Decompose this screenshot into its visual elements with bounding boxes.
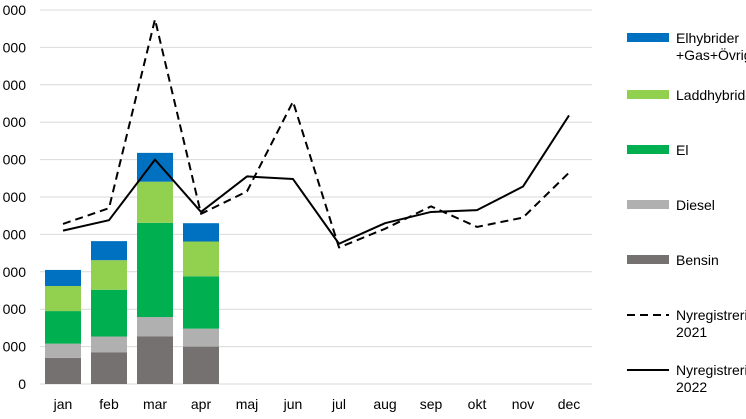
x-axis-tick-labels: jan feb mar apr maj jun jul aug sep okt nov dec <box>53 396 581 412</box>
y-tick-label: 000 <box>3 226 27 242</box>
bar-segment-elhybrider-gas-vrigt <box>45 269 81 287</box>
x-tick-label: jan <box>53 396 73 412</box>
bar-segment-bensin <box>183 346 219 384</box>
bar-segment-elhybrider-gas-vrigt <box>183 223 219 242</box>
line-nyregistreringar-2021 <box>62 18 570 249</box>
line-nyregistreringar-2022 <box>62 114 570 245</box>
line-series <box>62 18 570 249</box>
y-tick-label: 000 <box>3 77 27 93</box>
x-tick-label: okt <box>468 396 487 412</box>
y-tick-label: 000 <box>3 339 27 355</box>
legend-label: Nyregistreringar2022 <box>676 362 746 395</box>
bar-segment-diesel <box>91 336 127 353</box>
bar-segment-el <box>137 222 173 318</box>
bar-segment-laddhybrider <box>45 286 81 312</box>
bar-segment-laddhybrider <box>91 260 127 290</box>
legend-swatch <box>627 200 669 209</box>
legend-label: El <box>676 142 688 158</box>
legend-swatch <box>627 33 669 42</box>
x-tick-label: maj <box>236 396 259 412</box>
y-tick-label: 000 <box>3 189 27 205</box>
x-tick-label: jul <box>331 396 346 412</box>
bar-segment-diesel <box>137 317 173 337</box>
legend-label: Diesel <box>676 197 715 213</box>
x-tick-label: feb <box>99 396 119 412</box>
bar-segment-el <box>91 289 127 337</box>
legend-label: Laddhybrider <box>676 87 746 103</box>
y-tick-label: 000 <box>3 114 27 130</box>
x-tick-label: jun <box>283 396 303 412</box>
bar-segment-bensin <box>137 336 173 384</box>
y-tick-label: 0 <box>18 376 26 392</box>
bar-segment-bensin <box>45 357 81 384</box>
legend: Elhybrider+Gas+Övrigt Laddhybrider El Diese… <box>627 30 746 395</box>
x-tick-label: apr <box>191 396 212 412</box>
y-tick-label: 000 <box>3 264 27 280</box>
y-tick-label: 000 <box>3 301 27 317</box>
bar-segment-diesel <box>45 343 81 358</box>
y-tick-label: 000 <box>3 152 27 168</box>
bar-segment-bensin <box>91 352 127 384</box>
y-tick-label: 000 <box>3 39 27 55</box>
legend-label: Bensin <box>676 252 719 268</box>
bar-segment-laddhybrider <box>137 181 173 223</box>
gridlines <box>40 9 592 385</box>
x-tick-label: aug <box>373 396 396 412</box>
x-tick-label: mar <box>143 396 167 412</box>
legend-swatch <box>627 255 669 264</box>
bar-segment-el <box>183 276 219 329</box>
y-tick-label: 000 <box>3 2 27 18</box>
bar-segment-diesel <box>183 328 219 347</box>
legend-label: Elhybrider+Gas+Övrigt <box>676 30 746 63</box>
bar-segment-el <box>45 311 81 344</box>
legend-swatch <box>627 90 669 99</box>
x-tick-label: dec <box>558 396 581 412</box>
legend-swatch <box>627 145 669 154</box>
bar-segment-laddhybrider <box>183 241 219 277</box>
legend-label: Nyregistreringar2021 <box>676 307 746 340</box>
x-tick-label: sep <box>420 396 443 412</box>
stacked-bars <box>45 152 219 384</box>
x-tick-label: nov <box>512 396 535 412</box>
bar-segment-elhybrider-gas-vrigt <box>91 241 127 261</box>
